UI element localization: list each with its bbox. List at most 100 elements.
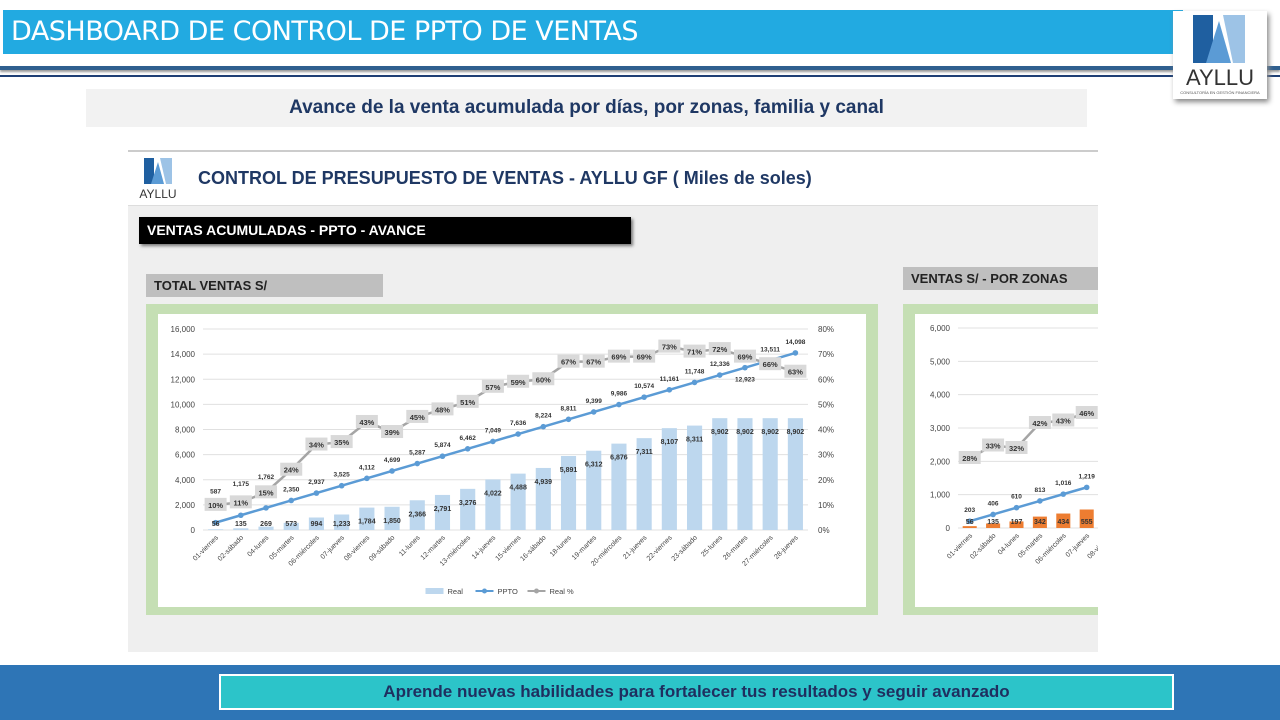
pct-label-bg — [1028, 416, 1051, 429]
ppto-point — [966, 518, 973, 525]
bar-label: 7,311 — [636, 449, 653, 456]
ppto-label: 1,175 — [233, 481, 250, 488]
bar-real — [962, 526, 977, 528]
pct-label: 72% — [712, 345, 727, 354]
bar-real — [586, 450, 602, 530]
section-tab[interactable]: VENTAS ACUMULADAS - PPTO - AVANCE — [139, 217, 631, 244]
report-logo-text: AYLLU — [139, 187, 176, 201]
bar-real — [359, 507, 375, 530]
x-tick-label: 09-sábado — [368, 534, 396, 562]
total-sales-chart: 0 2,000 4,000 6,000 8,000 10,000 12,000 14,000 1… — [171, 325, 834, 596]
ppto-point — [990, 511, 996, 518]
divider — [0, 75, 1280, 77]
ppto-label: 1,219 — [1079, 473, 1096, 480]
ppto-point — [288, 497, 295, 504]
pct-label-bg — [607, 349, 630, 363]
y-tick-label: 4,000 — [175, 476, 196, 485]
y-tick-label: 3,000 — [930, 424, 951, 433]
pct-label: 10% — [208, 501, 223, 510]
pct-label-bg — [330, 435, 353, 449]
y-tick-label: 4,000 — [930, 391, 951, 400]
ppto-point — [338, 482, 345, 489]
y-tick-label: 8,000 — [175, 426, 196, 435]
pct-label: 42% — [1032, 419, 1047, 428]
ppto-label: 13,511 — [760, 346, 780, 353]
report-header: AYLLU CONTROL DE PRESUPUESTO DE VENTAS -… — [128, 152, 1098, 206]
bar-label: 342 — [1034, 519, 1046, 526]
pct-label-bg — [658, 339, 681, 353]
bar-real — [409, 500, 425, 530]
pct-label: 11% — [234, 498, 249, 507]
pct-label: 43% — [359, 418, 374, 427]
pct-label-bg — [204, 497, 227, 511]
pct-label-bg — [431, 402, 454, 416]
ppto-label: 8,224 — [535, 413, 552, 420]
ppto-point — [263, 505, 269, 511]
pct-label-bg — [784, 364, 807, 378]
bar-real — [687, 425, 703, 530]
pct-label-bg — [280, 462, 303, 476]
ppto-point — [792, 350, 799, 356]
bar-real — [535, 467, 551, 530]
bar-label: 197 — [1011, 519, 1023, 526]
ppto-point — [238, 512, 244, 519]
x-tick-label: 28-jueves — [773, 534, 800, 561]
pct-label: 71% — [687, 348, 702, 357]
bar-label: 573 — [285, 521, 297, 528]
bar-label: 555 — [1081, 519, 1093, 526]
y2-tick-label: 0% — [818, 526, 830, 535]
pct-label-bg — [532, 372, 555, 386]
pct-label-bg — [355, 414, 378, 428]
pct-label: 35% — [334, 438, 349, 447]
legend-real: Real — [448, 587, 464, 596]
ppto-point — [464, 446, 471, 452]
pct-label-bg — [507, 374, 530, 388]
total-chart-panel: 0 2,000 4,000 6,000 8,000 10,000 12,000 14,000 1… — [146, 304, 878, 615]
pct-label-bg — [633, 349, 656, 363]
ppto-point — [414, 460, 421, 467]
pct-label-bg — [1052, 413, 1075, 427]
pct-label: 67% — [561, 358, 576, 367]
logo-tagline: CONSULTORÍA EN GESTIÓN FINANCIERA — [1180, 90, 1260, 95]
pct-label: 69% — [737, 353, 752, 362]
bar-real — [434, 494, 451, 530]
bar-real — [1056, 513, 1071, 528]
bar-label: 2,366 — [409, 511, 427, 518]
pct-label-bg — [958, 451, 981, 464]
pct-label-bg — [982, 438, 1005, 452]
bar-label: 994 — [311, 521, 323, 528]
ppto-point — [389, 468, 395, 474]
page-subtitle: Avance de la venta acumulada por días, p… — [86, 89, 1087, 127]
ppto-label: 587 — [210, 489, 221, 496]
y-tick-label: 6,000 — [175, 451, 196, 460]
pct-label: 73% — [662, 343, 677, 352]
bar-real — [485, 479, 501, 530]
pct-label-bg — [759, 357, 782, 371]
pct-label-bg — [1075, 406, 1098, 419]
ppto-label: 4,112 — [359, 464, 375, 471]
bar-real — [384, 506, 400, 530]
ppto-point — [666, 386, 673, 393]
y-tick-label: 16,000 — [171, 325, 196, 334]
ppto-label: 2,350 — [283, 486, 300, 493]
pct-label: 46% — [1079, 409, 1094, 418]
bar-label: 5,891 — [560, 467, 578, 474]
pct-label: 67% — [586, 358, 601, 367]
ppto-label: 4,699 — [384, 457, 401, 464]
ppto-point — [364, 475, 370, 482]
y2-tick-label: 10% — [818, 501, 834, 510]
bar-real — [986, 523, 1001, 528]
ppto-label: 5,874 — [434, 442, 451, 449]
ppto-label: 5,287 — [409, 450, 426, 457]
bar-label: 269 — [260, 521, 272, 528]
logo-text: AYLLU — [1186, 65, 1254, 90]
bar-label: 135 — [987, 519, 999, 526]
bar-label: 8,311 — [686, 437, 703, 444]
bar-real — [233, 528, 249, 530]
bar-label: 56 — [212, 521, 220, 528]
x-tick-label: 07-jueves — [320, 534, 347, 561]
pct-label-bg — [1005, 441, 1028, 454]
bar-real — [460, 488, 476, 530]
ppto-label: 3,525 — [334, 472, 351, 479]
bar-label: 56 — [966, 519, 974, 526]
